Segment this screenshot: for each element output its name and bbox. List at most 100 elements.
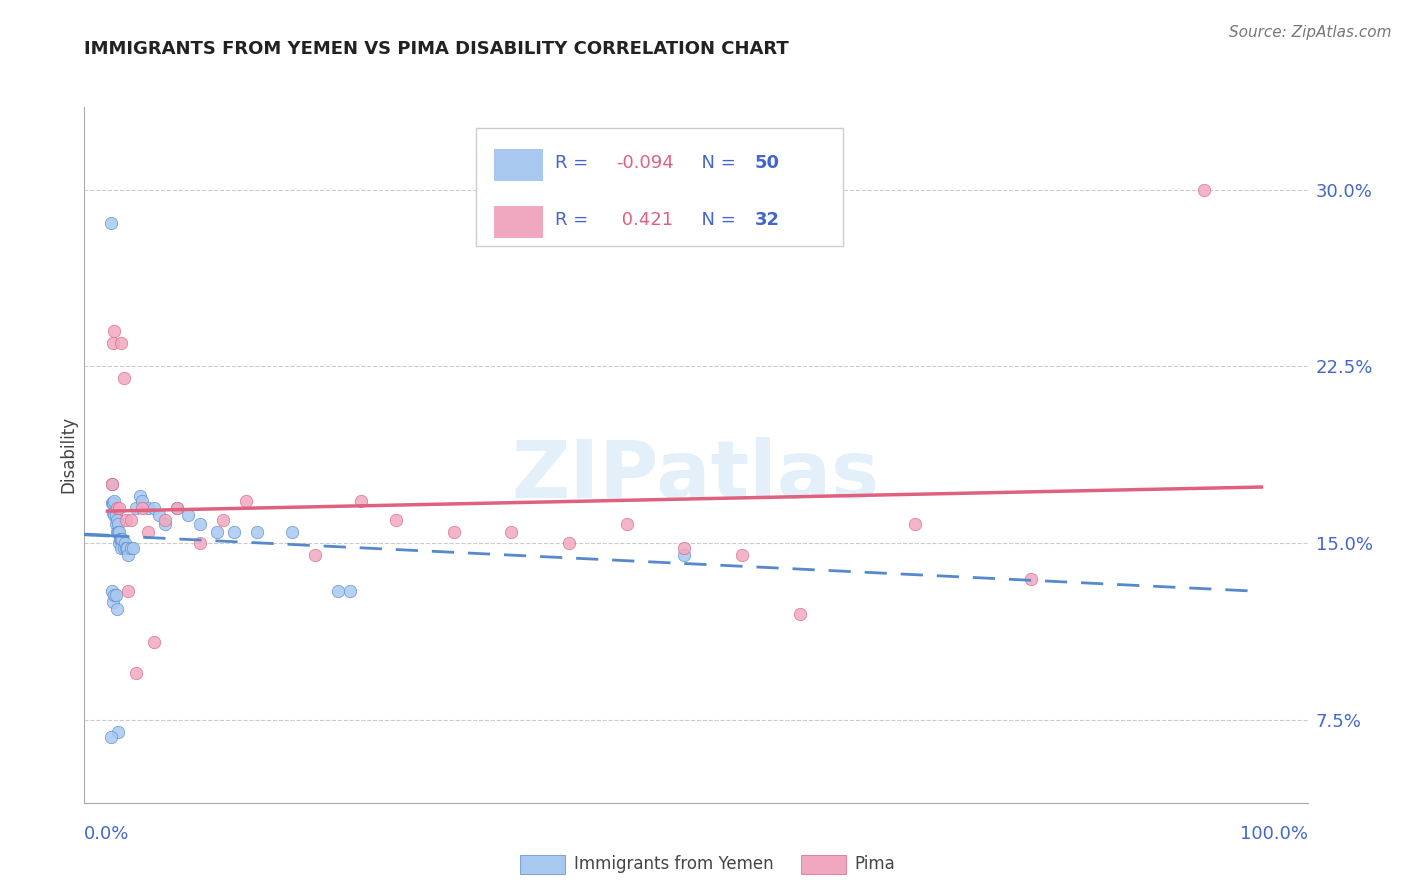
Text: -0.094: -0.094 (616, 154, 675, 172)
Point (101, 583, 124, 598)
Point (131, 494, 153, 508)
Point (1019, 572, 1042, 586)
Point (673, 548, 696, 562)
Text: 100.0%: 100.0% (1240, 825, 1308, 843)
Point (117, 548, 139, 562)
Text: R =: R = (555, 154, 595, 172)
Text: Immigrants from Yemen: Immigrants from Yemen (574, 855, 773, 873)
Point (125, 500, 148, 515)
Point (142, 635, 165, 649)
Point (673, 541, 696, 555)
Y-axis label: Disability: Disability (59, 417, 77, 493)
Point (616, 517, 638, 532)
Point (120, 513, 142, 527)
Text: 50: 50 (755, 154, 780, 172)
Point (101, 477, 124, 491)
Point (103, 508, 125, 522)
Point (105, 500, 128, 515)
Point (731, 548, 754, 562)
Point (166, 500, 188, 515)
Point (128, 489, 150, 503)
Point (110, 532, 132, 546)
Point (148, 508, 170, 522)
Point (136, 500, 159, 515)
Point (110, 335, 132, 350)
Text: IMMIGRANTS FROM YEMEN VS PIMA DISABILITY CORRELATION CHART: IMMIGRANTS FROM YEMEN VS PIMA DISABILITY… (84, 40, 789, 58)
Text: 32: 32 (755, 211, 780, 229)
Point (103, 324, 125, 338)
Point (108, 536, 131, 550)
Point (107, 524, 129, 539)
Point (904, 517, 927, 532)
Text: N =: N = (690, 154, 741, 172)
Point (246, 524, 269, 539)
Point (104, 517, 127, 532)
Point (281, 524, 304, 539)
Point (100, 730, 122, 744)
Point (142, 500, 165, 515)
Point (105, 513, 128, 527)
Point (101, 496, 124, 510)
Point (339, 583, 361, 598)
Text: ZIPatlas: ZIPatlas (512, 437, 880, 515)
Point (501, 524, 523, 539)
Point (121, 541, 143, 555)
Point (100, 216, 122, 230)
Point (103, 496, 125, 510)
Point (105, 602, 128, 616)
Point (103, 335, 125, 350)
Point (114, 536, 136, 550)
Point (558, 536, 581, 550)
Point (211, 513, 233, 527)
Point (110, 541, 132, 555)
Point (103, 588, 125, 602)
Point (136, 524, 159, 539)
Point (115, 513, 138, 527)
Point (131, 500, 153, 515)
Point (103, 595, 125, 609)
Point (205, 524, 228, 539)
Point (103, 494, 125, 508)
Point (105, 524, 128, 539)
Text: 0.0%: 0.0% (84, 825, 129, 843)
Point (120, 541, 142, 555)
Bar (494, 206, 543, 237)
Point (328, 583, 350, 598)
Point (111, 532, 134, 546)
Point (188, 536, 211, 550)
Text: R =: R = (555, 211, 595, 229)
Point (1192, 183, 1215, 197)
Point (304, 548, 326, 562)
Point (153, 517, 176, 532)
Text: Source: ZipAtlas.com: Source: ZipAtlas.com (1229, 25, 1392, 40)
Point (235, 494, 257, 508)
Point (107, 517, 129, 532)
Point (789, 607, 811, 621)
Point (115, 541, 138, 555)
Text: Pima: Pima (855, 855, 896, 873)
Point (166, 500, 188, 515)
Point (108, 500, 131, 515)
Point (350, 494, 373, 508)
Point (101, 477, 124, 491)
Point (108, 524, 131, 539)
Point (107, 725, 129, 739)
Bar (494, 150, 543, 181)
Point (443, 524, 465, 539)
Point (112, 371, 135, 385)
Point (188, 517, 211, 532)
Text: N =: N = (690, 211, 741, 229)
Point (115, 541, 138, 555)
Point (103, 506, 125, 520)
Point (385, 513, 408, 527)
Point (112, 541, 135, 555)
FancyBboxPatch shape (475, 128, 842, 246)
Point (224, 524, 246, 539)
Point (153, 513, 176, 527)
Point (117, 583, 139, 598)
Point (108, 532, 131, 546)
Text: 0.421: 0.421 (616, 211, 673, 229)
Point (125, 666, 148, 681)
Point (177, 508, 200, 522)
Point (104, 588, 127, 602)
